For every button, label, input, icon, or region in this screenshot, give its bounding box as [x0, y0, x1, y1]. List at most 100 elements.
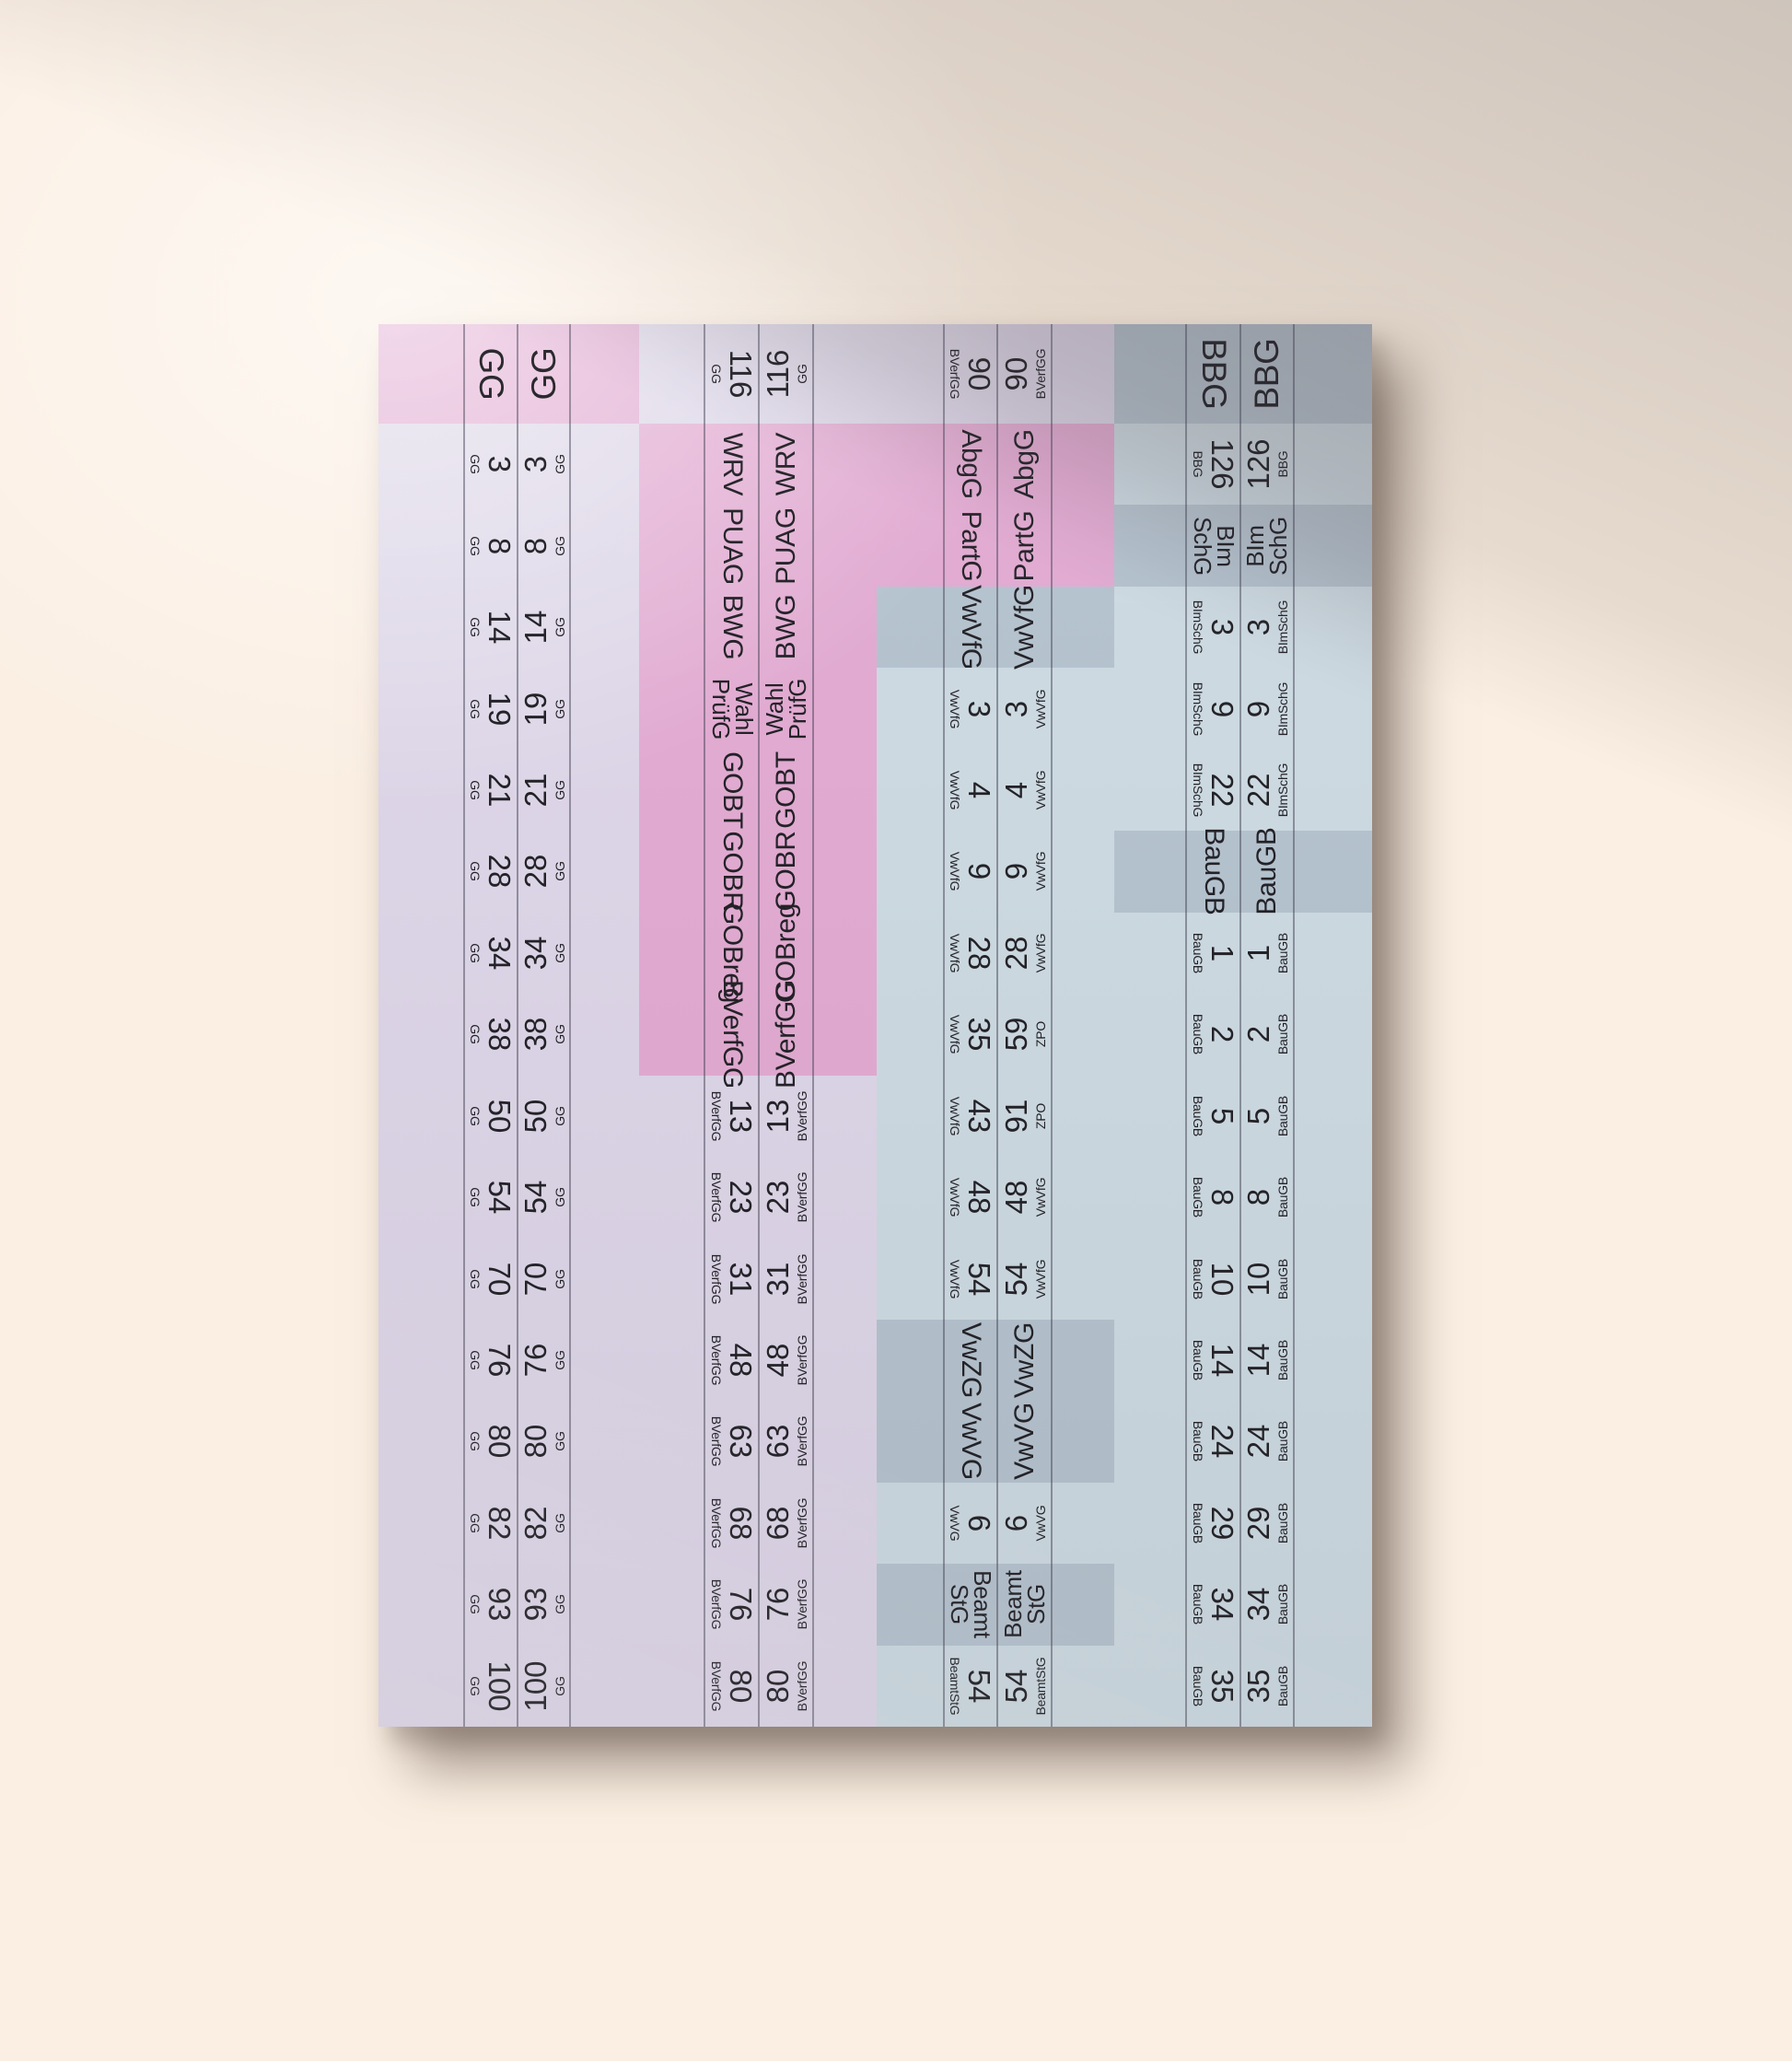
- tab-section-number: 35: [1241, 1669, 1276, 1704]
- tab-section-number: 3: [482, 456, 517, 473]
- tab-row-100-gg: 100 GG 100 GG: [378, 1645, 639, 1727]
- tab-law-abbrev: GG: [552, 1187, 567, 1207]
- tab-column-gg: GG GG 3 GG 3 GG 8 GG 8 GG 14 GG 14 GG 19 GG 19 GG 21 GG 21 GG…: [378, 324, 639, 1727]
- tab-section-number: 8: [1241, 1188, 1276, 1206]
- tab-sheet-poster: GG GG 3 GG 3 GG 8 GG 8 GG 14 GG 14 GG 19 GG 19 GG 21 GG 21 GG…: [378, 324, 1372, 1727]
- tab-section-number: 14: [518, 610, 553, 645]
- tab-law-abbrev: BeamtStG: [1032, 1657, 1048, 1716]
- tab-section-number: 2: [1204, 1026, 1239, 1043]
- tab-law-abbrev: GG: [467, 1187, 483, 1207]
- tab-law-abbrev: GG: [467, 454, 483, 474]
- tab-law-abbrev: GG: [467, 1106, 483, 1126]
- tab-sheet-grid: GG GG 3 GG 3 GG 8 GG 8 GG 14 GG 14 GG 19 GG 19 GG 21 GG 21 GG…: [378, 324, 1372, 1727]
- tab-section-number: 54: [518, 1180, 553, 1215]
- tab-law-abbrev: BBG: [1275, 450, 1291, 478]
- tab-section-number: 6: [961, 1514, 996, 1532]
- tab-law-abbrev: GG: [794, 364, 809, 384]
- cut-line: [996, 324, 998, 1727]
- cut-line: [1051, 324, 1053, 1727]
- tab-section-number: 9: [1204, 700, 1239, 717]
- tab-section-number: 9: [998, 863, 1033, 880]
- tab-label-left: 54 BeamtStG: [945, 1617, 996, 1755]
- tab-law-abbrev: GG: [467, 1676, 483, 1696]
- tab-section-number: 8: [1204, 1188, 1239, 1206]
- tab-section-number: 1: [1241, 944, 1276, 962]
- tab-label-right: 80 BVerfGG: [761, 1617, 812, 1755]
- tab-law-abbrev: GG: [467, 861, 483, 882]
- tab-law-abbrev: GG: [708, 364, 724, 384]
- cut-line: [812, 324, 814, 1727]
- tab-section-number: 80: [760, 1669, 795, 1704]
- tab-law-abbrev: ZPO: [1032, 1102, 1048, 1129]
- tab-section-number: 3: [518, 456, 553, 473]
- tab-law-abbrev: BauGB: [1190, 1665, 1205, 1706]
- tab-section-number: 48: [998, 1180, 1033, 1215]
- tab-law-abbrev: GG: [552, 1106, 567, 1126]
- tab-law-abbrev: GG: [467, 943, 483, 963]
- tab-law-abbrev: GG: [552, 1594, 567, 1615]
- tab-law-abbrev: GG: [552, 780, 567, 800]
- tab-law-abbrev: GG: [552, 1268, 567, 1289]
- tab-row-35-baugb: 35 BauGB 35 BauGB: [1114, 1645, 1372, 1727]
- tab-section-number: 54: [998, 1669, 1033, 1704]
- tab-section-number: 23: [760, 1180, 795, 1215]
- tab-law-abbrev: GG: [552, 1513, 567, 1533]
- tab-section-number: 5: [1204, 1107, 1239, 1124]
- tab-section-number: 3: [1204, 618, 1239, 636]
- tab-section-number: 3: [998, 700, 1033, 717]
- tab-law-name: GG: [524, 347, 563, 401]
- tab-label-left: 100 GG: [465, 1617, 517, 1755]
- tab-law-abbrev: BeamtStG: [947, 1657, 962, 1716]
- tab-section-number: 9: [961, 863, 996, 880]
- tab-law-abbrev: GG: [467, 1513, 483, 1533]
- tab-law-abbrev: GG: [552, 861, 567, 882]
- tab-section-number: 6: [998, 1514, 1033, 1532]
- tab-label-right: 35 BauGB: [1241, 1617, 1293, 1755]
- tab-law-abbrev: GG: [467, 617, 483, 637]
- tab-section-number: 5: [1241, 1107, 1276, 1124]
- tab-row-54-beamtstg: 54 BeamtStG 54 BeamtStG: [877, 1645, 1114, 1727]
- tab-law-abbrev: GG: [467, 1431, 483, 1452]
- tab-section-number: 23: [723, 1180, 758, 1215]
- tab-section-number: 3: [961, 700, 996, 717]
- tab-section-number: 100: [482, 1660, 517, 1712]
- tab-column-besonderes-verwaltungsrecht: BBG BBG 126 BBG 126 BBG BIm SchG BIm SchG 3 BImSc…: [1114, 324, 1372, 1727]
- tab-law-abbrev: GG: [552, 617, 567, 637]
- tab-law-name: GG: [471, 347, 510, 401]
- tab-label-left: 80 BVerfGG: [706, 1617, 758, 1755]
- tab-law-abbrev: GG: [552, 943, 567, 963]
- tab-section-number: 90: [998, 356, 1033, 391]
- tab-section-number: 9: [1241, 700, 1276, 717]
- tab-law-abbrev: BVerfGG: [947, 348, 962, 400]
- tab-law-abbrev: GG: [467, 535, 483, 556]
- tab-section-number: 35: [1204, 1669, 1239, 1704]
- cut-line: [758, 324, 760, 1727]
- tab-section-number: 1: [1204, 944, 1239, 962]
- tab-column-verfassungsrecht: 116 GG 116 GG WRV WRV PUAG PUAG BWG BWG Wahl PrüfG…: [639, 324, 877, 1727]
- cut-line: [1185, 324, 1187, 1727]
- tab-law-abbrev: GG: [467, 698, 483, 719]
- tab-label-left: 35 BauGB: [1188, 1617, 1239, 1755]
- tab-law-abbrev: BVerfGG: [794, 1660, 809, 1712]
- tab-law-abbrev: GG: [467, 1024, 483, 1044]
- tab-section-number: 90: [961, 356, 996, 391]
- tab-label-right: 54 BeamtStG: [999, 1617, 1051, 1755]
- tab-label-right: 100 GG: [518, 1617, 570, 1755]
- tab-section-number: 4: [998, 781, 1033, 799]
- tab-law-abbrev: GG: [552, 535, 567, 556]
- tab-law-abbrev: GG: [552, 1350, 567, 1370]
- tab-section-number: 116: [723, 349, 758, 399]
- tab-section-number: 54: [961, 1669, 996, 1704]
- tab-law-abbrev: BBG: [1190, 450, 1205, 478]
- tab-column-verwaltungsrecht: 90 BVerfGG 90 BVerfGG AbgG AbgG PartG PartG VwVf…: [877, 324, 1114, 1727]
- cut-line: [704, 324, 705, 1727]
- tab-law-abbrev: GG: [467, 1268, 483, 1289]
- tab-law-abbrev: GG: [552, 1676, 567, 1696]
- tab-law-abbrev: ZPO: [1032, 1021, 1048, 1048]
- tab-law-abbrev: BVerfGG: [1032, 348, 1048, 400]
- cut-line: [1293, 324, 1295, 1727]
- tab-section-number: 14: [482, 610, 517, 645]
- tab-section-number: 8: [482, 537, 517, 554]
- tab-section-number: 4: [961, 781, 996, 799]
